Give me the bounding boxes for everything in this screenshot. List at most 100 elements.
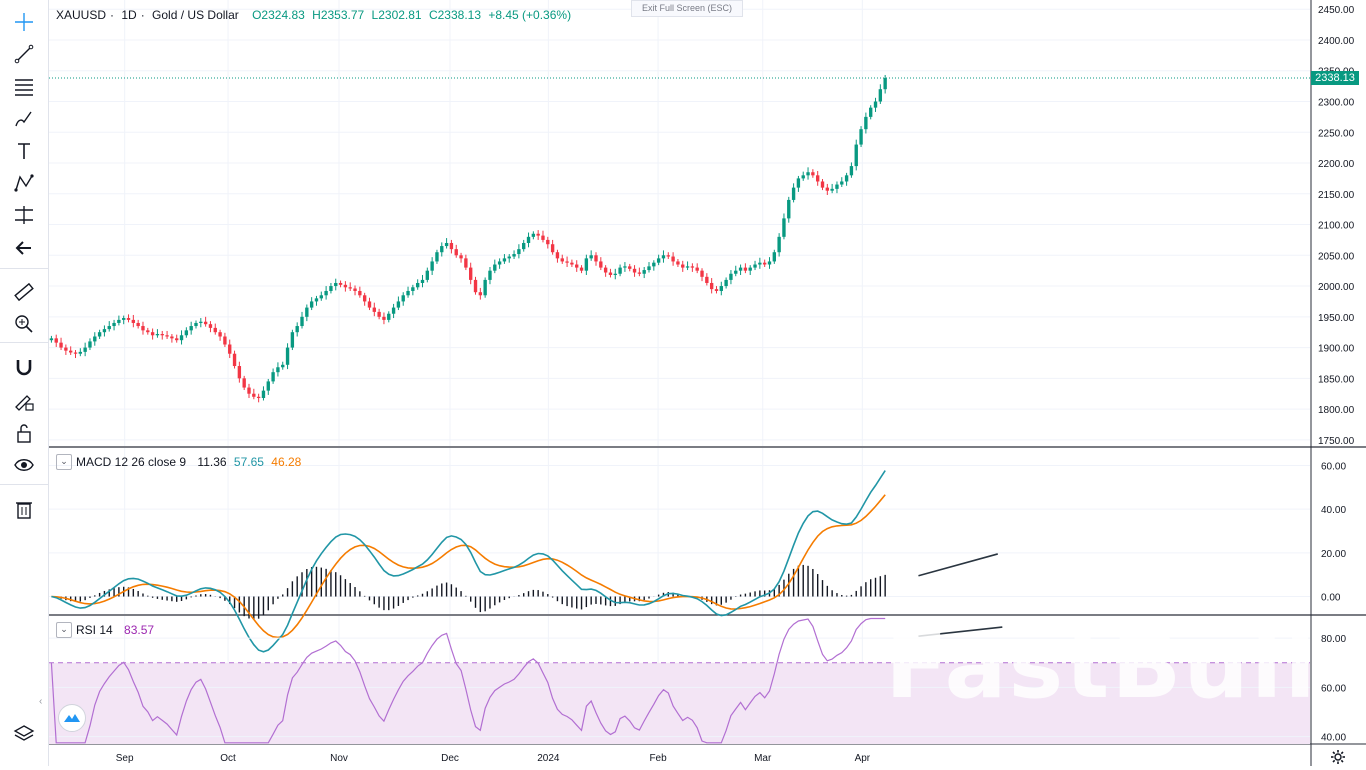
y-tick-label: 2200.00 xyxy=(1318,159,1355,170)
candle-body xyxy=(247,387,251,394)
brush-icon[interactable] xyxy=(8,104,40,132)
lock-icon[interactable] xyxy=(8,419,40,447)
candle-body xyxy=(228,344,232,354)
candle-body xyxy=(203,321,208,325)
candle-body xyxy=(762,262,767,265)
candle-body xyxy=(425,270,430,280)
candle-body xyxy=(734,270,738,274)
toolbar-divider xyxy=(0,268,48,269)
candle-body xyxy=(199,321,203,323)
candle-body xyxy=(126,318,131,320)
candle-body xyxy=(512,254,516,257)
candle-body xyxy=(584,258,589,271)
candle-body xyxy=(420,279,425,283)
candle-body xyxy=(440,246,444,253)
macd-line-value: 57.65 xyxy=(233,455,264,470)
candle-body xyxy=(367,301,372,308)
candle-body xyxy=(555,252,560,259)
pattern-icon[interactable] xyxy=(8,169,40,197)
candle-body xyxy=(223,336,227,345)
candle-body xyxy=(430,261,434,271)
y-tick-label: 1950.00 xyxy=(1318,313,1355,324)
fib-icon[interactable] xyxy=(8,72,40,100)
candle-body xyxy=(348,287,352,289)
x-tick-label: Feb xyxy=(649,753,667,764)
crosshair-icon[interactable] xyxy=(8,8,40,36)
candle-body xyxy=(517,249,521,255)
candle-body xyxy=(835,184,839,189)
y-tick-label: 2100.00 xyxy=(1318,221,1355,232)
legend-low: L2302.81 xyxy=(371,8,422,22)
zoom-in-icon[interactable] xyxy=(8,310,40,338)
candle-body xyxy=(117,319,121,323)
y-tick-label: 20.00 xyxy=(1321,549,1346,560)
candle-body xyxy=(64,347,68,351)
macd-title: MACD 12 26 close 9 xyxy=(76,455,187,470)
legend-symbol[interactable]: XAUUSD xyxy=(56,8,107,22)
trend-line-icon[interactable] xyxy=(8,40,40,68)
candle-body xyxy=(334,282,338,287)
rsi-line xyxy=(50,617,886,744)
rsi-band xyxy=(49,662,1310,744)
candle-body xyxy=(415,282,420,288)
candle-body xyxy=(820,181,825,188)
candle-body xyxy=(811,172,815,176)
text-icon[interactable] xyxy=(8,137,40,165)
layers-icon[interactable] xyxy=(8,720,40,748)
legend-close: C2338.13 xyxy=(428,8,481,22)
candle-body xyxy=(550,244,555,253)
candle-body xyxy=(49,338,54,341)
price-legend: XAUUSD · 1D · Gold / US Dollar O2324.83 H2… xyxy=(56,8,575,22)
candle-body xyxy=(575,264,579,268)
lock-draw-icon[interactable] xyxy=(8,386,40,414)
candle-body xyxy=(714,289,719,291)
candle-body xyxy=(300,316,304,327)
candle-body xyxy=(252,393,256,397)
candle-body xyxy=(608,272,613,275)
exit-fullscreen-button[interactable]: Exit Full Screen (ESC) xyxy=(631,0,743,17)
trash-icon[interactable] xyxy=(8,495,40,523)
candle-body xyxy=(570,262,574,265)
candle-body xyxy=(271,372,275,382)
y-tick-label: 2050.00 xyxy=(1318,251,1355,262)
back-arrow-icon[interactable] xyxy=(8,234,40,262)
collapse-chevron-icon[interactable]: ⌄ xyxy=(56,454,72,470)
candle-body xyxy=(295,326,299,333)
candle-body xyxy=(141,326,145,331)
forecast-icon[interactable] xyxy=(8,201,40,229)
candle-body xyxy=(743,267,748,271)
candle-body xyxy=(242,378,246,388)
candle-body xyxy=(305,307,309,317)
candle-body xyxy=(873,101,878,108)
y-tick-label: 2000.00 xyxy=(1318,282,1355,293)
eye-icon[interactable] xyxy=(8,451,40,479)
y-tick-label: 2250.00 xyxy=(1318,128,1355,139)
y-tick-label: 40.00 xyxy=(1321,733,1346,744)
candle-body xyxy=(753,264,757,268)
candle-body xyxy=(589,255,593,259)
rsi-trendline xyxy=(918,626,1003,637)
candle-body xyxy=(488,270,492,280)
gear-icon[interactable] xyxy=(1330,749,1346,765)
ruler-icon[interactable] xyxy=(8,278,40,306)
fastbull-watermark: FastBull xyxy=(885,612,1318,719)
y-tick-label: 1900.00 xyxy=(1318,344,1355,355)
collapse-chevron-icon[interactable]: ⌄ xyxy=(56,622,72,638)
y-tick-label: 0.00 xyxy=(1321,593,1341,604)
candle-body xyxy=(146,330,150,333)
candle-body xyxy=(849,166,854,176)
candle-body xyxy=(705,276,709,283)
candle-body xyxy=(748,267,752,271)
candle-body xyxy=(469,267,473,280)
tradingview-logo-icon[interactable] xyxy=(58,704,86,732)
candle-body xyxy=(815,175,820,182)
magnet-icon[interactable] xyxy=(8,353,40,381)
candle-body xyxy=(844,175,849,182)
candle-body xyxy=(97,332,102,337)
candle-body xyxy=(83,347,87,352)
candle-body xyxy=(541,235,545,240)
y-tick-label: 1850.00 xyxy=(1318,374,1355,385)
candle-body xyxy=(449,242,454,250)
collapse-arrow-icon[interactable]: ‹ xyxy=(39,696,43,707)
